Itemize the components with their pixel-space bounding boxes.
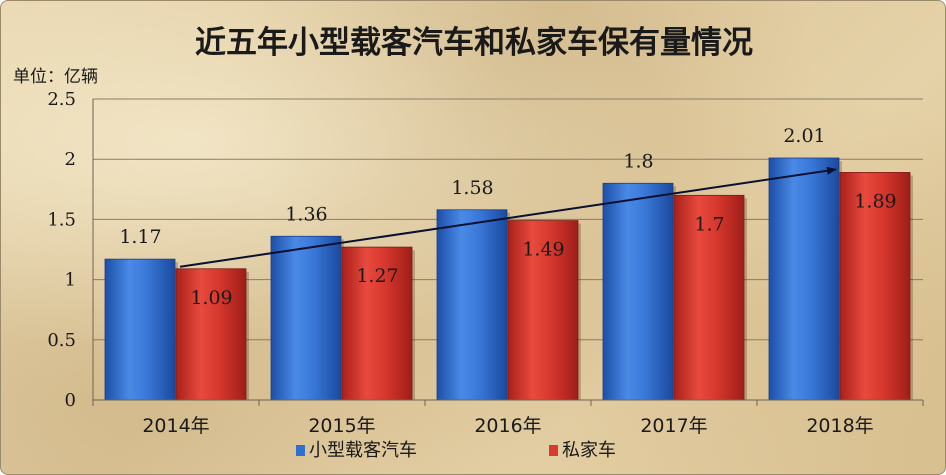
data-label: 1.7 bbox=[694, 213, 724, 235]
legend-swatch-small-passenger bbox=[296, 445, 305, 456]
bar-private-car bbox=[175, 268, 247, 401]
bar-small-passenger bbox=[436, 209, 508, 401]
data-label: 1.49 bbox=[522, 239, 564, 261]
x-axis: 2014年 2015年 2016年 2017年 2018年 bbox=[92, 399, 924, 437]
bar-private-car bbox=[839, 172, 911, 401]
data-label: 1.89 bbox=[854, 190, 896, 212]
bar-small-passenger bbox=[768, 157, 840, 401]
x-tick-label: 2015年 bbox=[308, 415, 375, 437]
y-tick-label: 0.5 bbox=[47, 330, 76, 351]
y-tick-label: 1.5 bbox=[47, 209, 76, 230]
bar-small-passenger bbox=[104, 258, 176, 401]
bar-private-car bbox=[673, 194, 745, 401]
bar-private-car bbox=[507, 220, 579, 401]
data-label: 1.27 bbox=[356, 265, 398, 287]
y-tick-label: 2.5 bbox=[47, 89, 76, 110]
y-axis: 0 0.5 1 1.5 2 2.5 bbox=[47, 89, 94, 411]
legend: 小型载客汽车 私家车 bbox=[296, 440, 616, 461]
x-tick-label: 2017年 bbox=[640, 415, 707, 437]
data-label: 1.17 bbox=[119, 226, 161, 248]
bar-small-passenger bbox=[270, 235, 342, 401]
data-label: 2.01 bbox=[783, 125, 825, 147]
trend-arrow bbox=[179, 166, 837, 268]
y-tick-label: 0 bbox=[65, 390, 76, 411]
data-label: 1.8 bbox=[623, 150, 653, 172]
legend-swatch-private-car bbox=[549, 445, 558, 456]
data-label: 1.58 bbox=[451, 177, 493, 199]
data-labels: 1.17 1.09 1.36 1.27 1.58 1.49 1.8 1.7 2.01 1.89 bbox=[119, 125, 896, 309]
legend-label-small-passenger: 小型载客汽车 bbox=[309, 440, 417, 461]
unit-label: 单位：亿辆 bbox=[13, 67, 98, 87]
data-label: 1.09 bbox=[190, 287, 232, 309]
y-tick-label: 1 bbox=[65, 270, 76, 291]
bar-small-passenger bbox=[602, 182, 674, 401]
bars bbox=[104, 157, 913, 401]
bar-private-car bbox=[341, 246, 413, 401]
y-tick-label: 2 bbox=[65, 149, 76, 170]
data-label: 1.36 bbox=[285, 203, 327, 225]
trend-arrow-line bbox=[179, 166, 837, 268]
x-tick-label: 2016年 bbox=[474, 415, 541, 437]
x-tick-label: 2018年 bbox=[806, 415, 873, 437]
chart-title: 近五年小型载客汽车和私家车保有量情况 bbox=[195, 25, 753, 61]
x-tick-label: 2014年 bbox=[142, 415, 209, 437]
legend-label-private-car: 私家车 bbox=[562, 440, 616, 461]
